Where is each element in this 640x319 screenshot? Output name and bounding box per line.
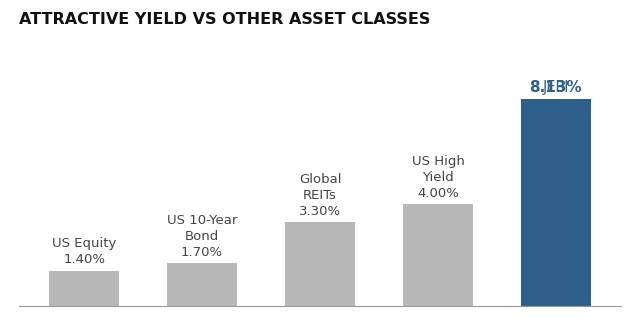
Bar [166,263,237,306]
Text: ATTRACTIVE YIELD VS OTHER ASSET CLASSES: ATTRACTIVE YIELD VS OTHER ASSET CLASSES [19,12,431,27]
Text: 8.13%: 8.13% [530,61,582,95]
Text: JEPI: JEPI [543,80,569,95]
Text: US Equity
1.40%: US Equity 1.40% [52,237,116,266]
Bar [285,222,355,306]
Text: US 10-Year
Bond
1.70%: US 10-Year Bond 1.70% [167,214,237,259]
Bar [403,204,474,306]
Bar [520,99,591,306]
Text: US High
Yield
4.00%: US High Yield 4.00% [412,155,465,200]
Bar [49,271,120,306]
Text: Global
REITs
3.30%: Global REITs 3.30% [299,173,341,218]
